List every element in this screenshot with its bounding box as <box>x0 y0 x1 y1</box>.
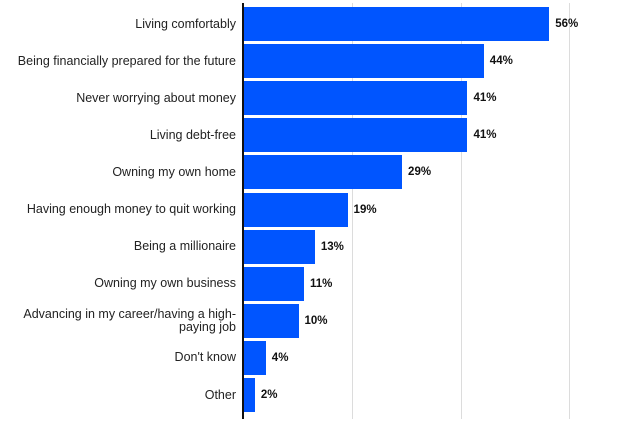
gridline-60 <box>569 3 570 419</box>
value-label: 44% <box>489 55 513 68</box>
category-label: Owning my own business <box>94 276 236 291</box>
bar <box>244 118 468 153</box>
category-label: Owning my own home <box>112 164 236 179</box>
bar <box>244 81 468 116</box>
value-label: 41% <box>473 92 497 105</box>
value-label: 4% <box>271 351 289 364</box>
bar-row: Don't know 4% <box>0 340 624 375</box>
bar <box>244 378 255 412</box>
bar-row: Being financially prepared for the futur… <box>0 44 624 79</box>
category-label: Advancing in my career/having a high-pay… <box>23 306 236 334</box>
category-label: Never worrying about money <box>76 90 236 105</box>
category-label: Living comfortably <box>135 16 236 31</box>
category-label: Other <box>204 387 236 402</box>
bar-row: Never worrying about money 41% <box>0 81 624 116</box>
gridline-20 <box>352 3 353 419</box>
bar-row: Owning my own home 29% <box>0 155 624 190</box>
value-label: 41% <box>473 129 497 142</box>
value-label: 56% <box>555 18 579 30</box>
bar-row: Being a millionaire 13% <box>0 229 624 264</box>
category-label: Having enough money to quit working <box>26 202 236 216</box>
bar <box>244 7 550 41</box>
category-label: Being financially prepared for the futur… <box>17 53 236 68</box>
bar <box>244 303 299 338</box>
bar-row: Owning my own business 11% <box>0 266 624 301</box>
y-axis-line <box>242 3 244 419</box>
bar-row: Living debt-free 41% <box>0 118 624 153</box>
category-label: Don't know <box>174 350 236 365</box>
bar <box>244 340 266 375</box>
bar <box>244 44 484 79</box>
value-label: 2% <box>260 389 278 401</box>
bar-row: Having enough money to quit working 19% <box>0 192 624 227</box>
value-label: 19% <box>353 203 377 216</box>
bar <box>244 266 304 301</box>
value-label: 13% <box>320 240 344 253</box>
bar <box>244 155 403 190</box>
value-label: 10% <box>304 314 328 327</box>
gridline-40 <box>461 3 462 419</box>
bar-row: Advancing in my career/having a high-pay… <box>0 303 624 338</box>
category-label: Being a millionaire <box>133 239 236 254</box>
value-label: 29% <box>408 166 432 179</box>
bar-row: Other 2% <box>0 378 624 412</box>
bar <box>244 192 348 227</box>
bar-row: Living comfortably 56% <box>0 7 624 41</box>
bar <box>244 229 315 264</box>
value-label: 11% <box>309 277 333 290</box>
category-label: Living debt-free <box>149 127 236 142</box>
